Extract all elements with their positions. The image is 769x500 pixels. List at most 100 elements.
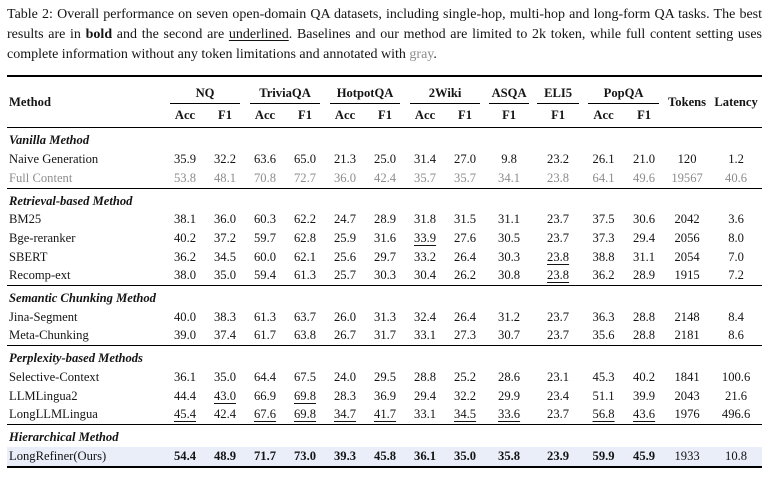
value-cell: 31.1: [498, 212, 521, 227]
value-cell: 67.5: [294, 370, 317, 385]
value-cell: 21.3: [334, 152, 357, 167]
dataset-group-label: ELI5: [537, 86, 580, 105]
method-cell: LLMLingua2: [9, 388, 78, 403]
value-cell: 29.4: [633, 231, 656, 246]
value-cell: 36.2: [592, 268, 615, 283]
value-cell: 54.4: [165, 447, 205, 467]
value-cell: 30.8: [498, 268, 521, 283]
value-cell: 37.3: [592, 231, 615, 246]
method-column-header: Method: [7, 76, 165, 129]
value-cell: 25.7: [334, 268, 357, 283]
value-cell: 28.9: [374, 212, 397, 227]
table-row: LLMLingua2 44.4 43.0 66.9 69.8 28.3 36.9 29.4 32…: [7, 387, 762, 406]
value-cell: 45.8: [365, 447, 406, 467]
value-cell: 59.7: [253, 231, 277, 246]
method-cell: SBERT: [9, 249, 48, 264]
value-cell: 23.7: [547, 328, 570, 343]
value-cell: 62.1: [294, 249, 317, 264]
table-caption: Table 2: Overall performance on seven op…: [7, 5, 762, 65]
dataset-group-header: NQ: [165, 76, 245, 105]
table-row: Recomp-ext 38.0 35.0 59.4 61.3 25.7 30.3 30.4 26…: [7, 266, 762, 285]
value-cell: 59.4: [253, 268, 277, 283]
value-cell: 28.6: [498, 370, 521, 385]
value-cell: 36.2: [173, 249, 197, 264]
value-cell: 45.4: [173, 407, 197, 422]
value-cell: 1976: [674, 407, 700, 422]
table-row: LongLLMLingua 45.4 42.4 67.6 69.8 34.7 41.7 33.…: [7, 405, 762, 424]
value-cell: 2056: [674, 231, 700, 246]
value-cell: 36.0: [213, 212, 237, 227]
latency-column-header: Latency: [710, 76, 763, 129]
value-cell: 43.6: [633, 407, 656, 422]
value-cell: 65.0: [294, 152, 317, 167]
value-cell: 19567: [671, 170, 703, 185]
value-cell: 33.2: [414, 249, 437, 264]
value-cell: 31.4: [414, 152, 437, 167]
header-row-metrics: Acc F1 Acc F1 Acc F1 Acc F1 F1 F1 Acc F1: [7, 104, 762, 129]
value-cell: 100.6: [721, 370, 751, 385]
section-title-row: Vanilla Method: [7, 128, 762, 151]
value-cell: 23.9: [533, 447, 584, 467]
value-cell: 33.1: [414, 407, 437, 422]
metric-header: Acc: [165, 104, 205, 129]
method-cell: Meta-Chunking: [9, 328, 89, 343]
metric-header: F1: [365, 104, 406, 129]
dataset-group-label: 2Wiki: [410, 86, 481, 105]
table-row: Bge-reranker 40.2 37.2 59.7 62.8 25.9 31.6 33.9…: [7, 229, 762, 248]
value-cell: 28.3: [334, 388, 357, 403]
value-cell: 33.9: [414, 231, 437, 246]
value-cell: 23.7: [547, 309, 570, 324]
value-cell: 63.8: [294, 328, 317, 343]
value-cell: 27.3: [454, 328, 477, 343]
value-cell: 25.2: [454, 370, 477, 385]
value-cell: 69.8: [294, 407, 317, 422]
value-cell: 26.1: [592, 152, 615, 167]
value-cell: 72.7: [294, 170, 317, 185]
value-cell: 29.7: [374, 249, 397, 264]
value-cell: 32.2: [213, 152, 237, 167]
caption-text-2: and the second are: [112, 27, 229, 43]
value-cell: 3.6: [728, 212, 744, 227]
dataset-group-header: 2Wiki: [405, 76, 485, 105]
value-cell: 53.8: [173, 170, 197, 185]
value-cell: 7.2: [728, 268, 744, 283]
metric-header: Acc: [583, 104, 625, 129]
value-cell: 24.0: [334, 370, 357, 385]
section-title: Vanilla Method: [9, 133, 90, 148]
value-cell: 8.4: [728, 309, 744, 324]
value-cell: 35.0: [213, 370, 237, 385]
section-title: Perplexity-based Methods: [7, 345, 763, 369]
value-cell: 26.2: [454, 268, 477, 283]
metric-header: Acc: [245, 104, 286, 129]
value-cell: 37.5: [592, 212, 615, 227]
value-cell: 61.7: [253, 328, 277, 343]
value-cell: 30.6: [633, 212, 656, 227]
dataset-group-label: HotpotQA: [330, 86, 401, 105]
value-cell: 29.9: [498, 388, 521, 403]
value-cell: 28.8: [414, 370, 437, 385]
value-cell: 1841: [674, 370, 700, 385]
value-cell: 41.7: [374, 407, 397, 422]
method-cell: LongRefiner(Ours): [7, 447, 165, 467]
value-cell: 45.3: [592, 370, 615, 385]
caption-text-1: Table 2: Overall performance on seven op…: [7, 7, 762, 43]
value-cell: 28.8: [633, 309, 656, 324]
metric-header: F1: [533, 104, 584, 129]
dataset-group-label: NQ: [170, 86, 241, 105]
value-cell: 21.0: [633, 152, 656, 167]
value-cell: 1915: [674, 268, 700, 283]
value-cell: 30.3: [374, 268, 397, 283]
value-cell: 44.4: [173, 388, 197, 403]
value-cell: 38.3: [213, 309, 237, 324]
value-cell: 45.9: [624, 447, 665, 467]
value-cell: 9.8: [501, 152, 517, 167]
value-cell: 10.8: [710, 447, 763, 467]
value-cell: 70.8: [253, 170, 277, 185]
value-cell: 43.0: [213, 388, 237, 403]
value-cell: 40.2: [173, 231, 197, 246]
value-cell: 36.1: [405, 447, 446, 467]
table-row: Meta-Chunking 39.0 37.4 61.7 63.8 26.7 31.7 33.…: [7, 327, 762, 346]
value-cell: 31.8: [414, 212, 437, 227]
results-table-head: Method NQ TriviaQA HotpotQA 2Wiki ASQA ELI5 Pop…: [7, 76, 763, 129]
method-cell: LongLLMLingua: [9, 407, 98, 422]
